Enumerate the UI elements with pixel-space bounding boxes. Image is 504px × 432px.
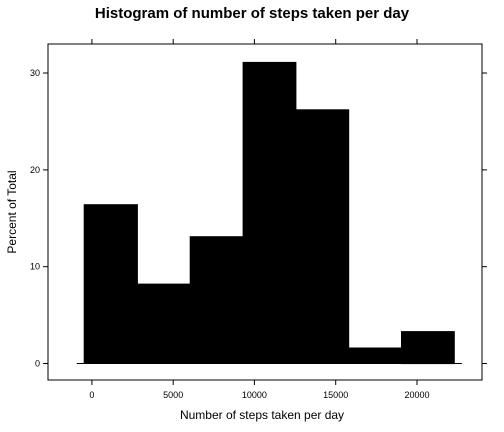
histogram-bar-3 xyxy=(189,236,244,364)
x-tick-label: 15000 xyxy=(323,390,348,400)
x-axis-label: Number of steps taken per day xyxy=(180,408,344,422)
y-tick-label: 30 xyxy=(30,68,40,78)
y-tick-label: 0 xyxy=(35,359,40,369)
y-axis-label: Percent of Total xyxy=(5,170,19,253)
chart-title: Histogram of number of steps taken per d… xyxy=(95,5,410,22)
y-tick-label: 10 xyxy=(30,262,40,272)
histogram-bar-5 xyxy=(295,109,350,364)
histogram-bar-6 xyxy=(348,347,403,364)
x-axis: 0 5000 10000 15000 20000 xyxy=(89,39,430,400)
histogram-bar-7 xyxy=(401,331,455,365)
bars-group xyxy=(83,61,455,365)
histogram-bar-2 xyxy=(136,283,191,365)
y-tick-label: 20 xyxy=(30,165,40,175)
x-tick-label: 20000 xyxy=(404,390,429,400)
x-tick-label: 10000 xyxy=(242,390,267,400)
x-tick-label: 5000 xyxy=(163,390,183,400)
histogram-bar-1 xyxy=(83,204,138,364)
x-tick-label: 0 xyxy=(89,390,94,400)
histogram-bar-4 xyxy=(242,61,297,365)
y-axis: 0 10 20 30 xyxy=(30,68,487,369)
plot-frame xyxy=(47,43,483,381)
